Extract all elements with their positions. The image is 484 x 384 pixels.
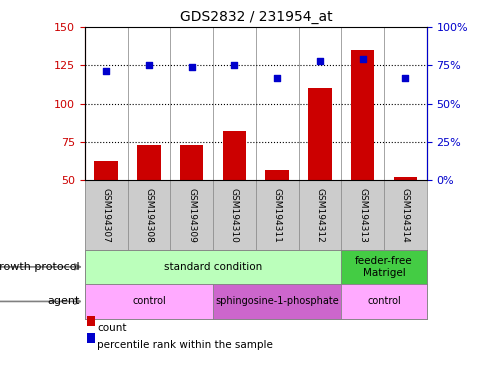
Text: standard condition: standard condition xyxy=(164,262,262,272)
Text: GSM194310: GSM194310 xyxy=(229,188,239,242)
Text: sphingosine-1-phosphate: sphingosine-1-phosphate xyxy=(215,296,338,306)
Bar xyxy=(307,88,331,180)
Bar xyxy=(180,145,203,180)
Text: GSM194309: GSM194309 xyxy=(187,188,196,242)
Point xyxy=(230,62,238,68)
Bar xyxy=(85,284,212,319)
Point xyxy=(145,62,152,68)
Bar xyxy=(85,250,341,284)
Title: GDS2832 / 231954_at: GDS2832 / 231954_at xyxy=(179,10,332,25)
Text: percentile rank within the sample: percentile rank within the sample xyxy=(97,340,272,350)
Text: agent: agent xyxy=(47,296,80,306)
Point xyxy=(102,68,110,74)
Point xyxy=(316,58,323,64)
Text: feeder-free
Matrigel: feeder-free Matrigel xyxy=(354,256,412,278)
Text: control: control xyxy=(132,296,166,306)
Bar xyxy=(350,50,374,180)
Point xyxy=(187,64,195,70)
Bar xyxy=(341,250,426,284)
Bar xyxy=(212,284,341,319)
Text: GSM194307: GSM194307 xyxy=(102,188,110,242)
Text: control: control xyxy=(366,296,400,306)
Text: GSM194311: GSM194311 xyxy=(272,188,281,242)
Bar xyxy=(341,284,426,319)
Bar xyxy=(222,131,246,180)
Bar xyxy=(137,145,160,180)
Text: GSM194308: GSM194308 xyxy=(144,188,153,242)
Point xyxy=(358,56,366,62)
Bar xyxy=(265,170,288,180)
Text: growth protocol: growth protocol xyxy=(0,262,80,272)
Bar xyxy=(94,161,118,180)
Text: GSM194312: GSM194312 xyxy=(315,188,324,242)
Text: GSM194313: GSM194313 xyxy=(358,188,366,242)
Text: count: count xyxy=(97,323,126,333)
Point xyxy=(273,74,281,81)
Point xyxy=(401,74,408,81)
Text: GSM194314: GSM194314 xyxy=(400,188,409,242)
Bar xyxy=(393,177,416,180)
